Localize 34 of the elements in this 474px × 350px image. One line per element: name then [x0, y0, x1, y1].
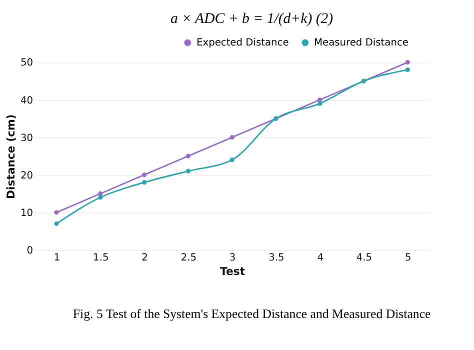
point: [54, 221, 59, 226]
x-tick-label: 4: [317, 252, 324, 264]
y-tick-label: 40: [20, 95, 34, 106]
point: [142, 180, 147, 185]
y-tick-label: 0: [26, 245, 34, 256]
point: [230, 135, 234, 140]
point: [98, 195, 103, 200]
y-tick-label: 20: [20, 170, 34, 182]
y-tick-label: 10: [20, 208, 34, 219]
x-axis-title: Test: [220, 265, 246, 278]
point: [318, 101, 322, 106]
x-tick-label: 4.5: [356, 252, 372, 264]
point: [405, 67, 410, 72]
y-tick-label: 50: [20, 58, 34, 69]
legend-label: Measured Distance: [314, 38, 408, 49]
x-tick-label: 2: [142, 252, 148, 264]
point: [142, 172, 147, 178]
point: [186, 168, 190, 174]
x-tick-label: 3.5: [268, 252, 284, 264]
point: [186, 154, 190, 158]
point: [230, 158, 234, 162]
x-tick-label: 3: [229, 252, 236, 264]
x-tick-label: 2.5: [180, 252, 197, 264]
legend-label: Expected Distance: [196, 38, 289, 49]
x-tick-label: 1.5: [93, 252, 109, 264]
point: [405, 60, 410, 65]
x-tick-label: 1: [54, 252, 60, 264]
y-tick-label: 30: [20, 132, 34, 144]
caption: Fig. 5 Test of the System's Expected Distance and Measured Distance: [72, 307, 432, 322]
point: [54, 210, 59, 215]
text: a × ADC + b = 1/(d+k) (2): [170, 10, 334, 27]
y-axis-title: Distance (cm): [4, 114, 18, 199]
x-tick-label: 5: [404, 252, 412, 264]
point: [318, 98, 322, 102]
